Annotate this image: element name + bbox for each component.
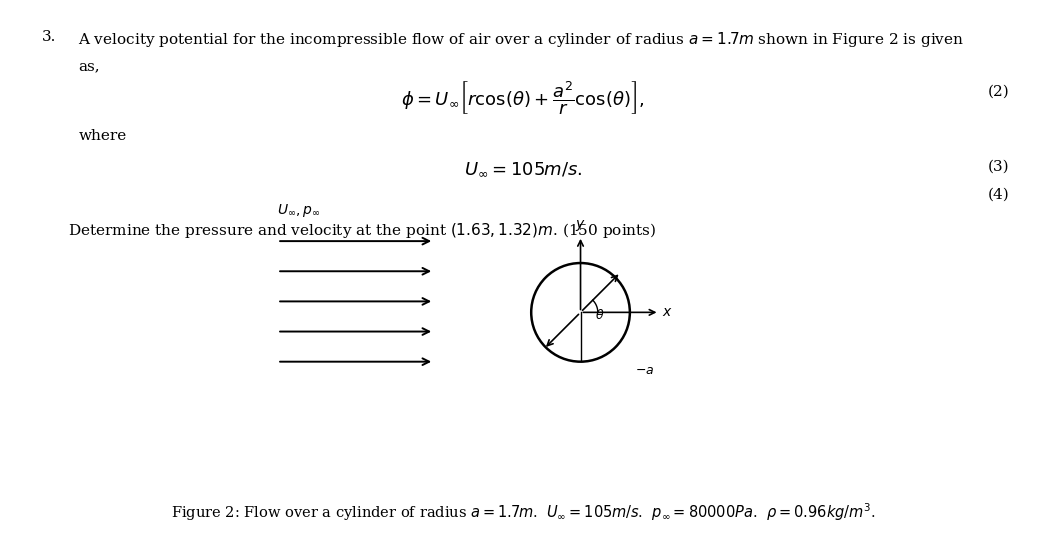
Text: $\phi = U_\infty \left[ r\cos(\theta) + \dfrac{a^2}{r}\cos(\theta) \right],$: $\phi = U_\infty \left[ r\cos(\theta) + … (402, 79, 644, 117)
Text: (4): (4) (987, 188, 1009, 202)
Text: Figure 2: Flow over a cylinder of radius $a = 1.7m$.  $U_\infty = 105m/s$.  $p_\: Figure 2: Flow over a cylinder of radius… (170, 501, 876, 523)
Text: A velocity potential for the incompressible flow of air over a cylinder of radiu: A velocity potential for the incompressi… (78, 30, 964, 49)
Text: where: where (78, 129, 127, 143)
Text: (3): (3) (987, 160, 1009, 174)
Text: (2): (2) (987, 85, 1009, 99)
Text: as,: as, (78, 59, 100, 73)
Text: $U_\infty, p_\infty$: $U_\infty, p_\infty$ (277, 202, 321, 219)
Text: 3.: 3. (42, 30, 56, 44)
Text: $y$: $y$ (575, 219, 586, 233)
Text: $x$: $x$ (662, 305, 673, 319)
Text: Determine the pressure and velocity at the point $(1.63, 1.32)m$. (150 points): Determine the pressure and velocity at t… (68, 221, 657, 241)
Text: $U_\infty = 105m/s.$: $U_\infty = 105m/s.$ (463, 160, 583, 178)
Text: $-a$: $-a$ (635, 364, 654, 377)
Text: $\theta$: $\theta$ (595, 309, 605, 322)
